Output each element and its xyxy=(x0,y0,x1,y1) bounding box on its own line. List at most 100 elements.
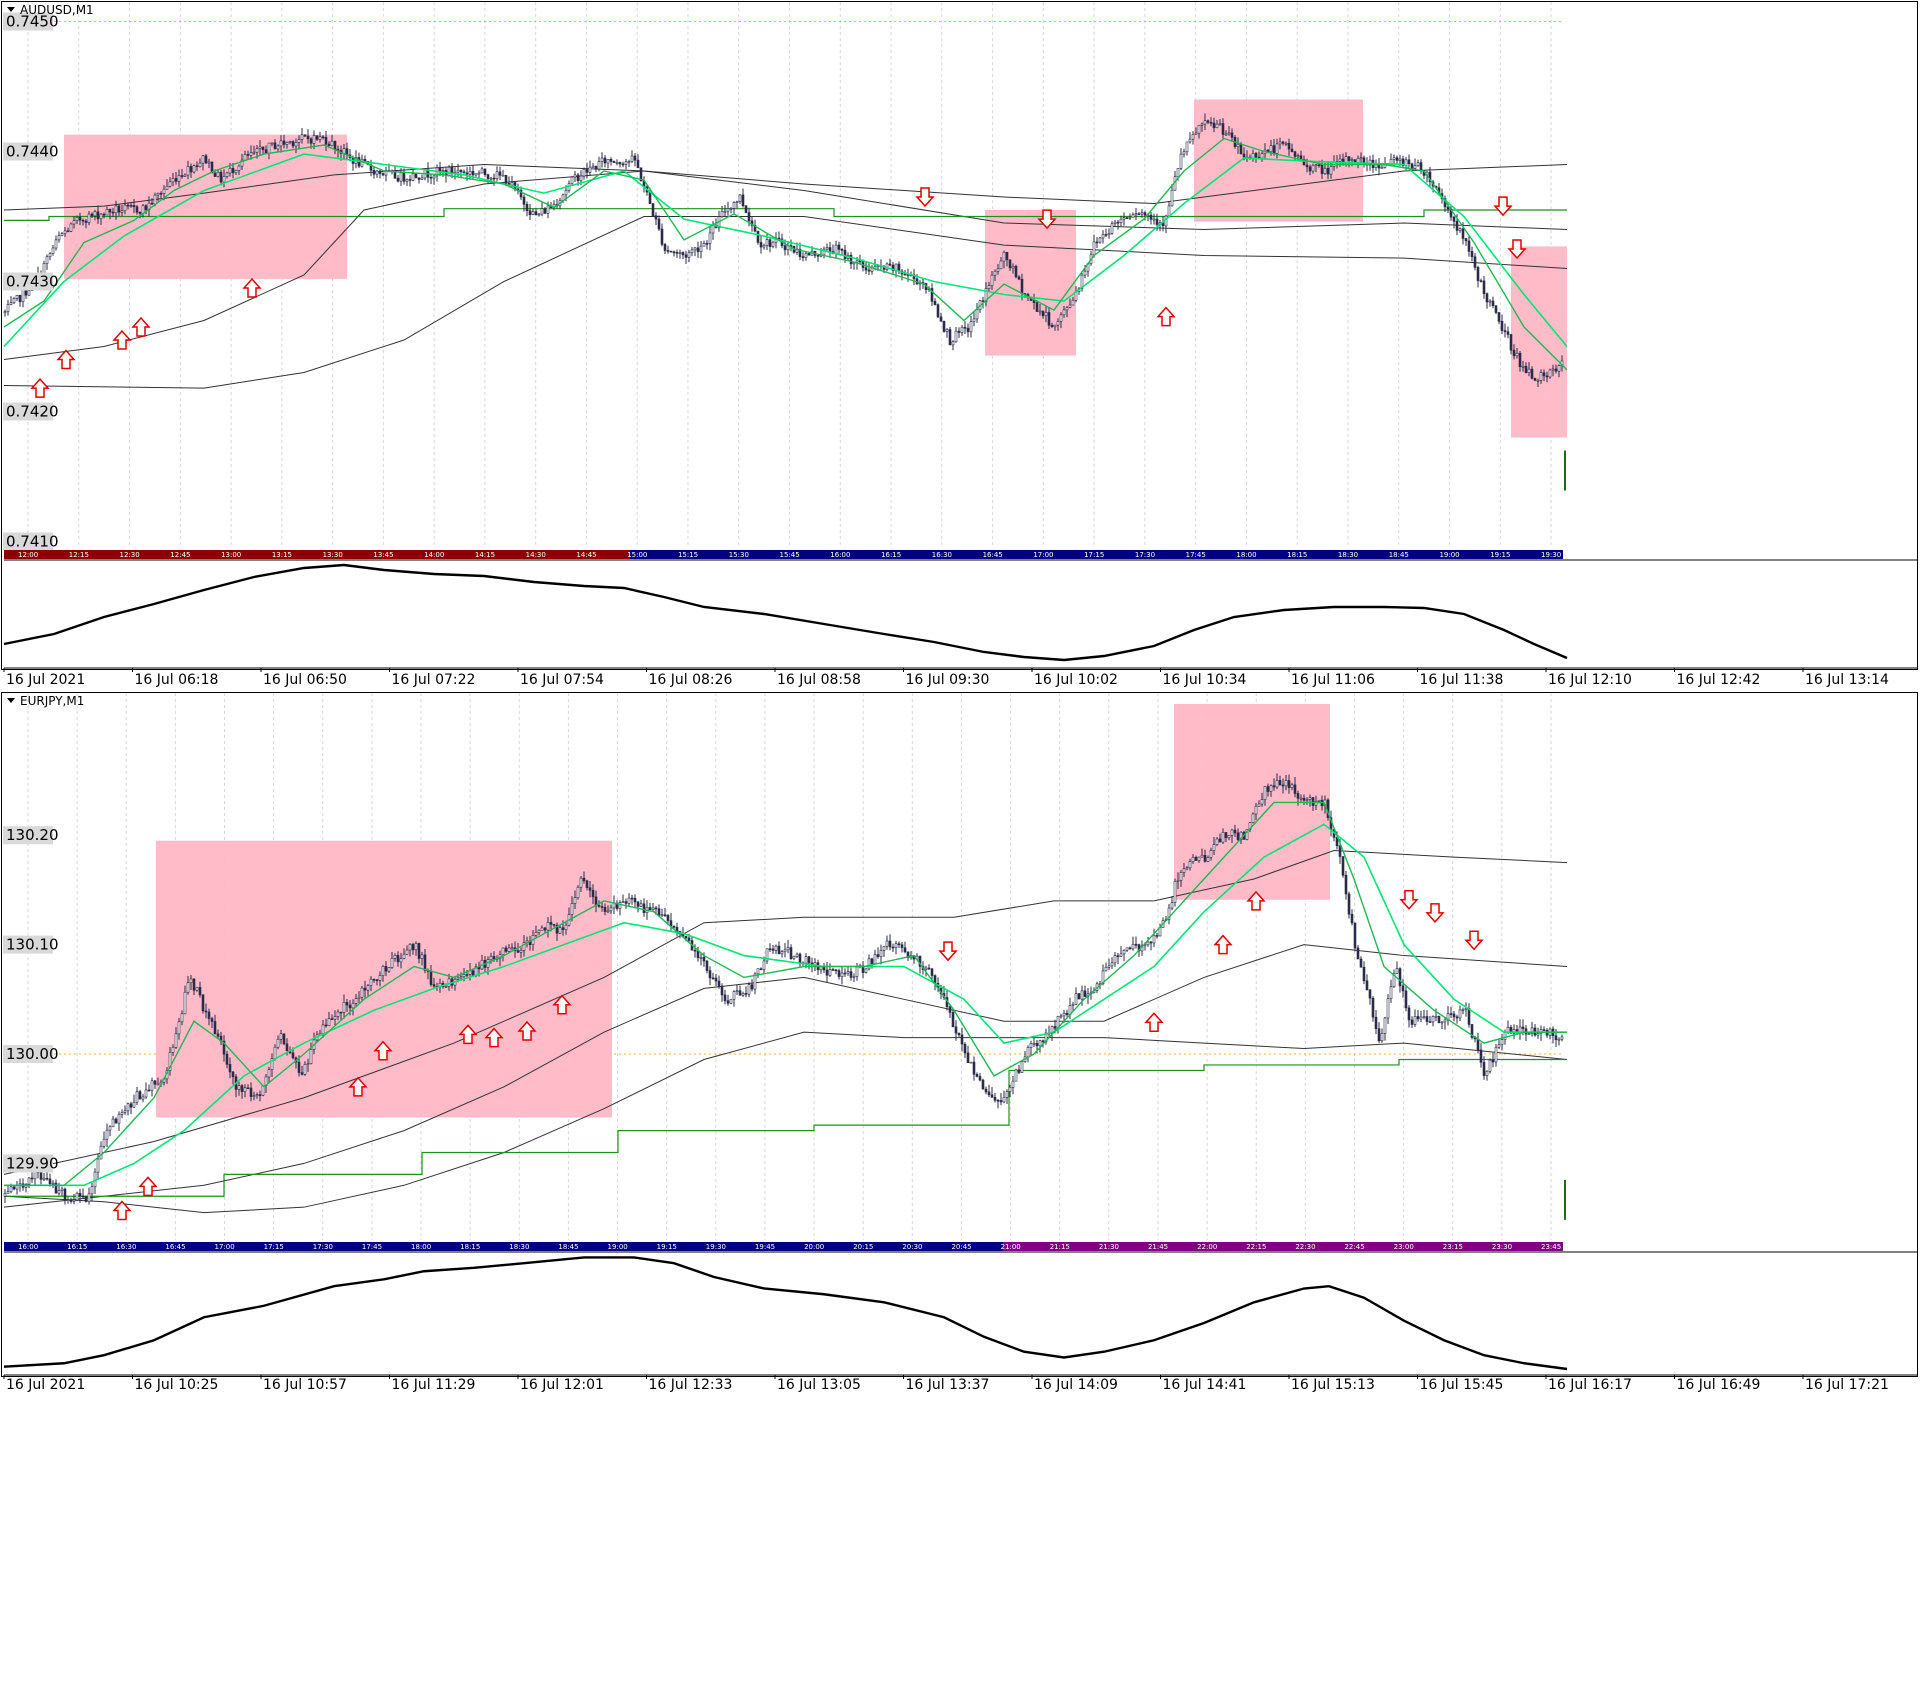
candle-body xyxy=(348,1004,352,1009)
candle-body xyxy=(192,978,196,991)
candle-body xyxy=(1083,270,1087,276)
candle-body xyxy=(780,951,784,955)
candle-body xyxy=(1110,962,1114,967)
candle-body xyxy=(1191,857,1195,862)
candle-body xyxy=(930,288,934,302)
candle-body xyxy=(75,217,79,221)
candle-body xyxy=(1185,141,1189,153)
candle-body xyxy=(120,1112,124,1115)
candle-body xyxy=(1404,990,1408,1009)
candle-body xyxy=(654,907,658,910)
oscillator-line xyxy=(3,1256,1568,1371)
candle-body xyxy=(705,243,709,245)
candle-body xyxy=(414,943,418,951)
candle-body xyxy=(624,161,628,165)
candle-body xyxy=(1377,1028,1381,1042)
date-axis-label: 16 Jul 10:02 xyxy=(1034,672,1118,688)
date-axis-label: 16 Jul 14:09 xyxy=(1034,1377,1118,1393)
candle-body xyxy=(186,982,190,993)
candle-body xyxy=(1287,142,1291,150)
candle-body xyxy=(1503,1032,1507,1040)
candle-body xyxy=(1119,953,1123,957)
candle-body xyxy=(1014,265,1018,278)
candle-body xyxy=(969,1061,973,1064)
candle-body xyxy=(189,166,193,173)
candle-body xyxy=(261,146,265,151)
candle-body xyxy=(693,949,697,952)
candle-body xyxy=(1125,947,1129,951)
candle-body xyxy=(1554,368,1558,372)
candle-body xyxy=(1494,305,1498,313)
candle-body xyxy=(1155,935,1159,937)
candle-body xyxy=(969,321,973,333)
candle-body xyxy=(864,267,868,271)
candle-body xyxy=(501,174,505,177)
eurjpy-chart-panel[interactable]: 130.20 130.10 130.00 129.90 EURJPY,M1 16:00 16… xyxy=(1,692,1919,1394)
candle-body xyxy=(888,940,892,948)
candle-body xyxy=(933,975,937,984)
candle-body xyxy=(966,327,970,333)
candle-body xyxy=(3,311,7,314)
candle-body xyxy=(576,174,580,182)
candle-body xyxy=(1197,856,1201,861)
candle-body xyxy=(1374,1016,1378,1029)
session-time-label: 22:15 xyxy=(1246,1243,1266,1251)
candle-body xyxy=(747,984,751,995)
candle-body xyxy=(156,1083,160,1086)
candle-body xyxy=(978,1076,982,1081)
session-time-label: 20:00 xyxy=(804,1243,824,1251)
candle-body xyxy=(372,170,376,175)
candle-body xyxy=(168,1052,172,1071)
candle-body xyxy=(195,165,199,168)
candle-body xyxy=(1302,797,1306,801)
candle-body xyxy=(681,252,685,256)
candle-body xyxy=(1035,1042,1039,1047)
audusd-chart-panel[interactable]: 0.7450 0.7440 0.7430 0.7420 0.7410 AUDUSD,M1 1… xyxy=(1,1,1919,689)
candle-body xyxy=(1455,1016,1459,1019)
candle-body xyxy=(1482,280,1486,294)
candle-body xyxy=(1035,302,1039,312)
candle-body xyxy=(1293,784,1297,794)
candle-body xyxy=(315,135,319,140)
candle-body xyxy=(1131,943,1135,950)
candle-body xyxy=(1206,120,1210,123)
candle-body xyxy=(12,298,16,304)
price-label-bg xyxy=(3,935,53,954)
price-level-label: 130.20 xyxy=(6,826,59,844)
candle-body xyxy=(669,250,673,253)
candle-body xyxy=(639,903,643,907)
candle-body xyxy=(768,948,772,951)
candle-body xyxy=(876,954,880,957)
candle-body xyxy=(663,914,667,917)
candle-body xyxy=(1167,205,1171,217)
candle-body xyxy=(1530,368,1534,379)
candle-body xyxy=(318,136,322,140)
candle-body xyxy=(888,263,892,266)
candle-body xyxy=(1128,947,1132,950)
candle-body xyxy=(96,211,100,220)
candle-body xyxy=(333,140,337,150)
candle-body xyxy=(1065,307,1069,311)
candle-body xyxy=(597,161,601,170)
candle-body xyxy=(1038,310,1042,313)
sell-arrow-icon xyxy=(1399,890,1419,910)
candle-body xyxy=(1542,1029,1546,1031)
candle-body xyxy=(600,157,604,162)
candle-body xyxy=(696,950,700,959)
candle-body xyxy=(381,966,385,976)
candle-body xyxy=(702,243,706,247)
candle-body xyxy=(543,927,547,931)
session-time-label: 18:15 xyxy=(1287,551,1307,559)
candle-body xyxy=(84,1196,88,1202)
candle-body xyxy=(759,242,763,248)
candle-body xyxy=(606,158,610,164)
candle-body xyxy=(1017,1069,1021,1073)
candle-body xyxy=(627,161,631,163)
candle-body xyxy=(1095,241,1099,244)
candle-body xyxy=(1356,947,1360,960)
candle-body xyxy=(657,908,661,916)
candle-body xyxy=(213,172,217,177)
session-time-label: 13:45 xyxy=(373,551,393,559)
candle-body xyxy=(1467,240,1471,252)
candle-body xyxy=(1491,300,1495,307)
